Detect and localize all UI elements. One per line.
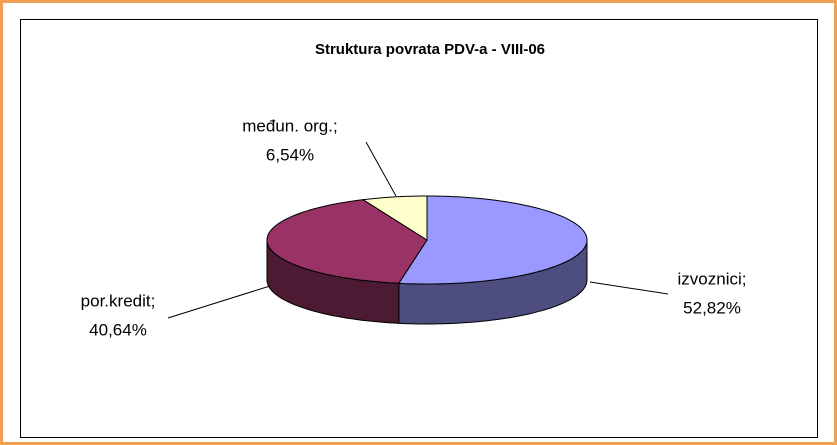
chart-title: Struktura povrata PDV-a - VIII-06	[315, 41, 545, 58]
slice	[266, 199, 428, 284]
value-label: 52,82%	[683, 298, 741, 317]
leader-line	[167, 285, 271, 319]
category-label: por.kredit;	[81, 291, 156, 310]
leader-line	[589, 281, 669, 295]
category-label: međun. org.;	[242, 116, 337, 135]
value-label: 40,64%	[89, 320, 147, 339]
slice	[397, 195, 588, 285]
leader-line	[365, 141, 397, 197]
value-label: 6,54%	[266, 145, 314, 164]
category-label: izvoznici;	[678, 269, 747, 288]
slice	[361, 195, 428, 241]
